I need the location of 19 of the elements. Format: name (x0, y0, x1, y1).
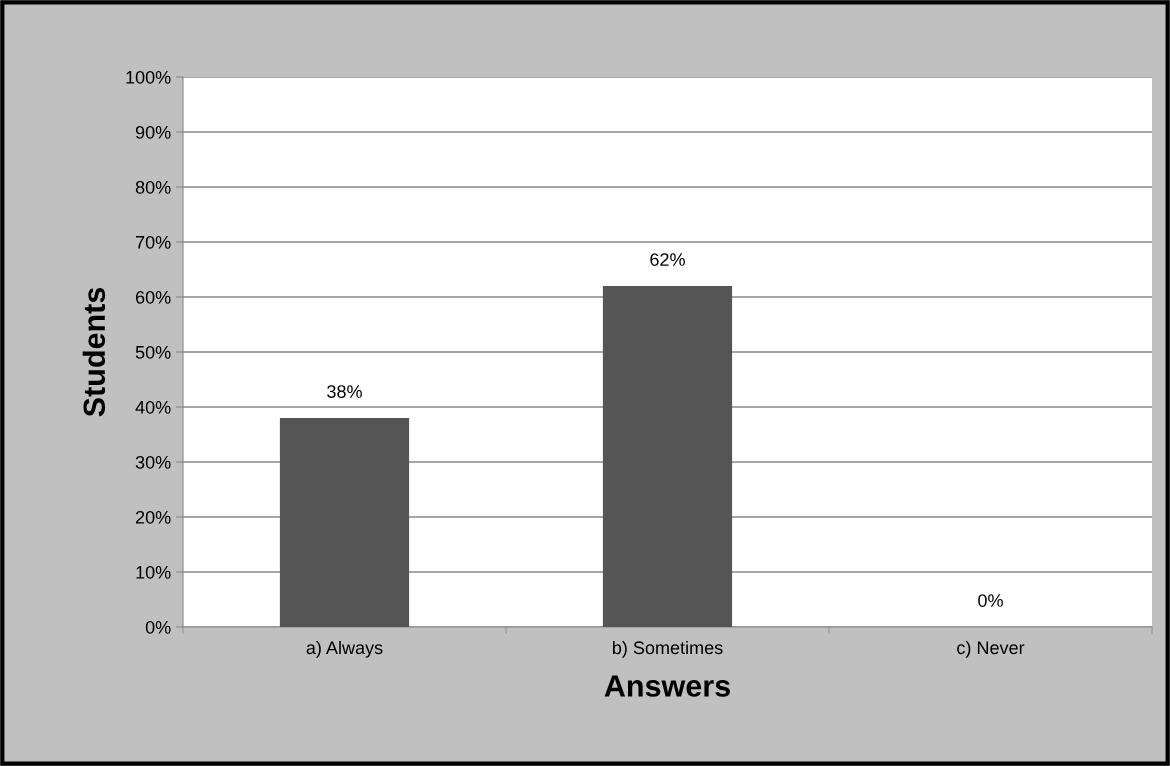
x-tick-label: b) Sometimes (612, 640, 723, 658)
y-tick-label: 90% (135, 125, 171, 139)
y-tick-label: 60% (135, 290, 171, 304)
data-label: 38% (327, 385, 362, 398)
data-label: 0% (978, 594, 1003, 607)
y-tick-label: 0% (145, 620, 171, 634)
y-tick-label: 40% (135, 400, 171, 414)
y-tick-label: 30% (135, 455, 171, 469)
y-tick-label: 50% (135, 345, 171, 359)
y-axis-title: Students (82, 287, 106, 417)
x-tick-label: c) Never (957, 640, 1025, 658)
x-axis-title: Answers (604, 675, 730, 697)
y-tick-label: 80% (135, 180, 171, 194)
data-label: 62% (650, 253, 685, 266)
y-tick-label: 10% (136, 565, 171, 579)
y-tick-label: 70% (135, 235, 171, 249)
x-tick-label: a) Always (306, 640, 383, 658)
y-tick-label: 20% (135, 510, 171, 524)
y-tick-label: 100% (126, 70, 171, 84)
